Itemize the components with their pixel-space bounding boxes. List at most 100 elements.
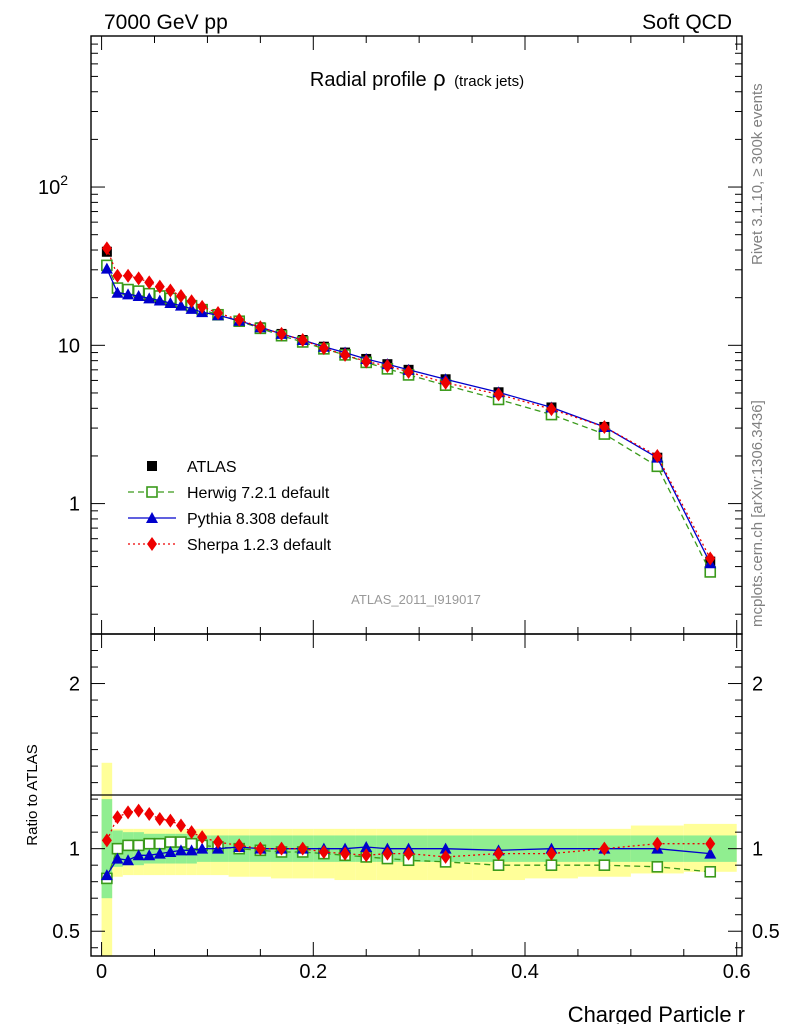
data-point (382, 359, 393, 374)
ratio-point (598, 859, 611, 871)
data-point (122, 288, 135, 300)
ratio-point (546, 846, 557, 861)
ratio-point (340, 846, 351, 861)
ratio-point (154, 837, 166, 850)
data-point (546, 402, 557, 417)
series-line (106, 265, 711, 573)
ratio-point (164, 836, 177, 848)
x-tick-label: 0.4 (511, 961, 539, 983)
ratio-point (361, 848, 372, 863)
ratio-point (175, 818, 186, 833)
ratio-point (360, 841, 373, 853)
ratio-point (297, 841, 308, 856)
ratio-point (164, 845, 177, 857)
legend-item-sherpa-1-2-3-default: Sherpa 1.2.3 default (128, 537, 332, 554)
data-point (186, 294, 197, 309)
rivet-label: Rivet 3.1.10, ≥ 300k events (749, 83, 766, 265)
data-point (197, 299, 208, 314)
ratio-point (143, 849, 156, 861)
data-point (440, 375, 451, 390)
main-panel: 1 10 102 Radial profile ρ (track jets) ATL… (38, 35, 743, 635)
data-point (132, 289, 145, 301)
data-point (276, 326, 287, 341)
ratio-ticks: 0.5 0.5 1 1 2 2 0 0.2 0.4 0.6 (52, 634, 780, 983)
legend-marker (147, 537, 157, 551)
main-title: Radial profile ρ (track jets) (310, 66, 524, 91)
data-point (213, 306, 224, 321)
ratio-point (100, 869, 113, 881)
source-label: mcplots.cern.ch [arXiv:1306.3436] (749, 400, 766, 627)
band-segment (101, 799, 113, 899)
ratio-point (651, 861, 664, 873)
main-ticks: 1 10 102 (38, 35, 742, 634)
ratio-point (123, 805, 134, 820)
legend-marker (146, 512, 158, 523)
ratio-y-axis-label: Ratio to ATLAS (24, 744, 41, 845)
watermark: ATLAS_2011_I919017 (351, 592, 481, 607)
ratio-y-tick-label: 0.5 (52, 921, 80, 943)
ratio-point (122, 839, 134, 852)
legend: ATLAS Herwig 7.2.1 default Pythia 8.308 de… (128, 459, 332, 554)
data-point (101, 241, 112, 256)
data-point (154, 279, 165, 294)
data-point (153, 294, 166, 306)
legend-item-herwig-7-2-1-default: Herwig 7.2.1 default (128, 485, 330, 502)
data-point (599, 419, 610, 434)
ratio-y-tick-label: 2 (69, 674, 80, 696)
ratio-point (111, 842, 124, 855)
ratio-point (213, 835, 224, 850)
data-point (361, 354, 372, 369)
ratio-point (153, 847, 166, 859)
ratio-panel: 0.5 0.5 1 1 2 2 0 0.2 0.4 0.6 Ratio to ATLAS Char… (24, 633, 780, 1024)
ratio-y-tick-label-right: 1 (752, 839, 763, 861)
ratio-point (111, 852, 124, 864)
legend-item-atlas: ATLAS (147, 459, 237, 476)
ratio-point (493, 846, 504, 861)
x-tick-label: 0 (96, 961, 107, 983)
ratio-y-tick-label-right: 0.5 (752, 921, 780, 943)
data-point (111, 286, 124, 298)
header-right: Soft QCD (642, 11, 732, 34)
ratio-bands (101, 762, 737, 956)
ratio-point (652, 836, 663, 851)
ratio-point (101, 833, 112, 848)
ratio-point (122, 854, 135, 866)
ratio-point (382, 846, 393, 861)
ratio-point (276, 841, 287, 856)
ratio-point (197, 830, 208, 845)
ratio-point (705, 836, 716, 851)
ratio-series-layer (100, 803, 717, 885)
data-point (318, 341, 329, 356)
data-point (255, 320, 266, 335)
series-sherpa-1-2-3-default (101, 241, 716, 566)
data-point (234, 312, 245, 327)
legend-marker (146, 486, 158, 498)
ratio-point (112, 810, 123, 825)
data-point (143, 292, 156, 304)
ratio-point (144, 806, 155, 821)
ratio-y-tick-label: 1 (69, 839, 80, 861)
ratio-point (174, 844, 187, 856)
ratio-point (599, 841, 610, 856)
data-point (174, 299, 187, 311)
ratio-point (492, 859, 505, 871)
main-y-tick-label: 10 (58, 335, 80, 357)
data-point (165, 283, 176, 298)
legend-item-pythia-8-308-default: Pythia 8.308 default (128, 511, 329, 528)
legend-label: Herwig 7.2.1 default (187, 485, 330, 502)
x-tick-label: 0.2 (299, 961, 327, 983)
ratio-point (185, 844, 198, 856)
data-point (123, 268, 134, 283)
header-left: 7000 GeV pp (104, 11, 228, 34)
ratio-point (154, 811, 165, 826)
data-point (185, 302, 198, 314)
legend-label: Pythia 8.308 default (187, 511, 329, 528)
x-tick-label: 0.6 (723, 961, 751, 983)
legend-marker (147, 461, 157, 471)
ratio-point (165, 813, 176, 828)
data-point (144, 275, 155, 290)
ratio-point (704, 847, 717, 859)
data-point (112, 268, 123, 283)
ratio-point (143, 837, 156, 850)
